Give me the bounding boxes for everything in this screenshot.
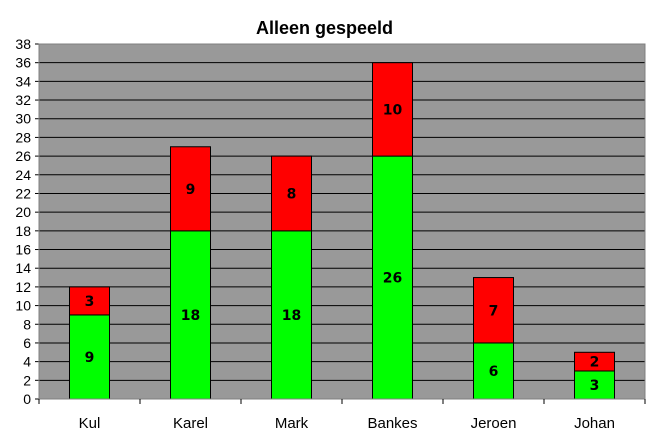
data-label: 2 (590, 355, 600, 371)
bar-segment (574, 351, 615, 372)
y-tick-label: 10 (15, 298, 31, 314)
y-tick-label: 8 (23, 316, 31, 332)
x-tick-label: Karel (173, 415, 208, 432)
data-label: 9 (186, 182, 196, 198)
bar-segment (170, 146, 211, 232)
y-tick-label: 32 (15, 92, 31, 108)
bar-segment (372, 62, 413, 157)
y-tick-label: 6 (23, 335, 31, 351)
x-tick-label: Bankes (367, 415, 417, 432)
data-label: 26 (383, 271, 402, 287)
gridlines (39, 43, 645, 381)
y-tick-label: 0 (23, 391, 31, 407)
y-tick-label: 12 (15, 279, 31, 295)
y-tick-label: 22 (15, 185, 31, 201)
y-tick-label: 18 (15, 223, 31, 239)
data-label: 7 (489, 303, 499, 319)
data-label: 3 (590, 378, 600, 394)
y-tick-label: 16 (15, 242, 31, 258)
axes (35, 43, 646, 404)
y-tick-label: 36 (15, 55, 31, 71)
data-label: 9 (85, 350, 95, 366)
y-tick-label: 20 (15, 204, 31, 220)
x-tick-label: Mark (275, 415, 309, 432)
data-label: 18 (181, 308, 200, 324)
chart-title: Alleen gespeeld (255, 18, 394, 38)
data-label: 18 (282, 308, 301, 324)
bar-segment (473, 342, 514, 400)
x-tick-label: Jeroen (471, 415, 517, 432)
x-tick-label: Kul (79, 415, 101, 432)
labels: 0246810121416182022242628303234363893Kul… (15, 36, 615, 432)
y-tick-label: 28 (15, 129, 31, 145)
bar-segment (271, 230, 312, 400)
y-tick-label: 2 (23, 372, 31, 388)
x-tick-label: Johan (574, 415, 615, 432)
data-label: 6 (489, 364, 499, 380)
bar-segment (69, 286, 110, 316)
y-tick-label: 34 (15, 73, 31, 89)
plot-area (39, 44, 645, 399)
data-label: 10 (383, 102, 403, 118)
y-tick-label: 24 (15, 167, 31, 183)
y-tick-label: 30 (15, 111, 31, 127)
y-tick-label: 4 (23, 354, 31, 370)
bar-segment (271, 155, 312, 232)
bar-segment (473, 277, 514, 344)
y-tick-label: 14 (15, 260, 31, 276)
y-tick-label: 38 (15, 36, 31, 52)
y-tick-label: 26 (15, 148, 31, 164)
data-label: 8 (287, 186, 297, 202)
bars (69, 62, 615, 400)
data-label: 3 (85, 294, 95, 310)
